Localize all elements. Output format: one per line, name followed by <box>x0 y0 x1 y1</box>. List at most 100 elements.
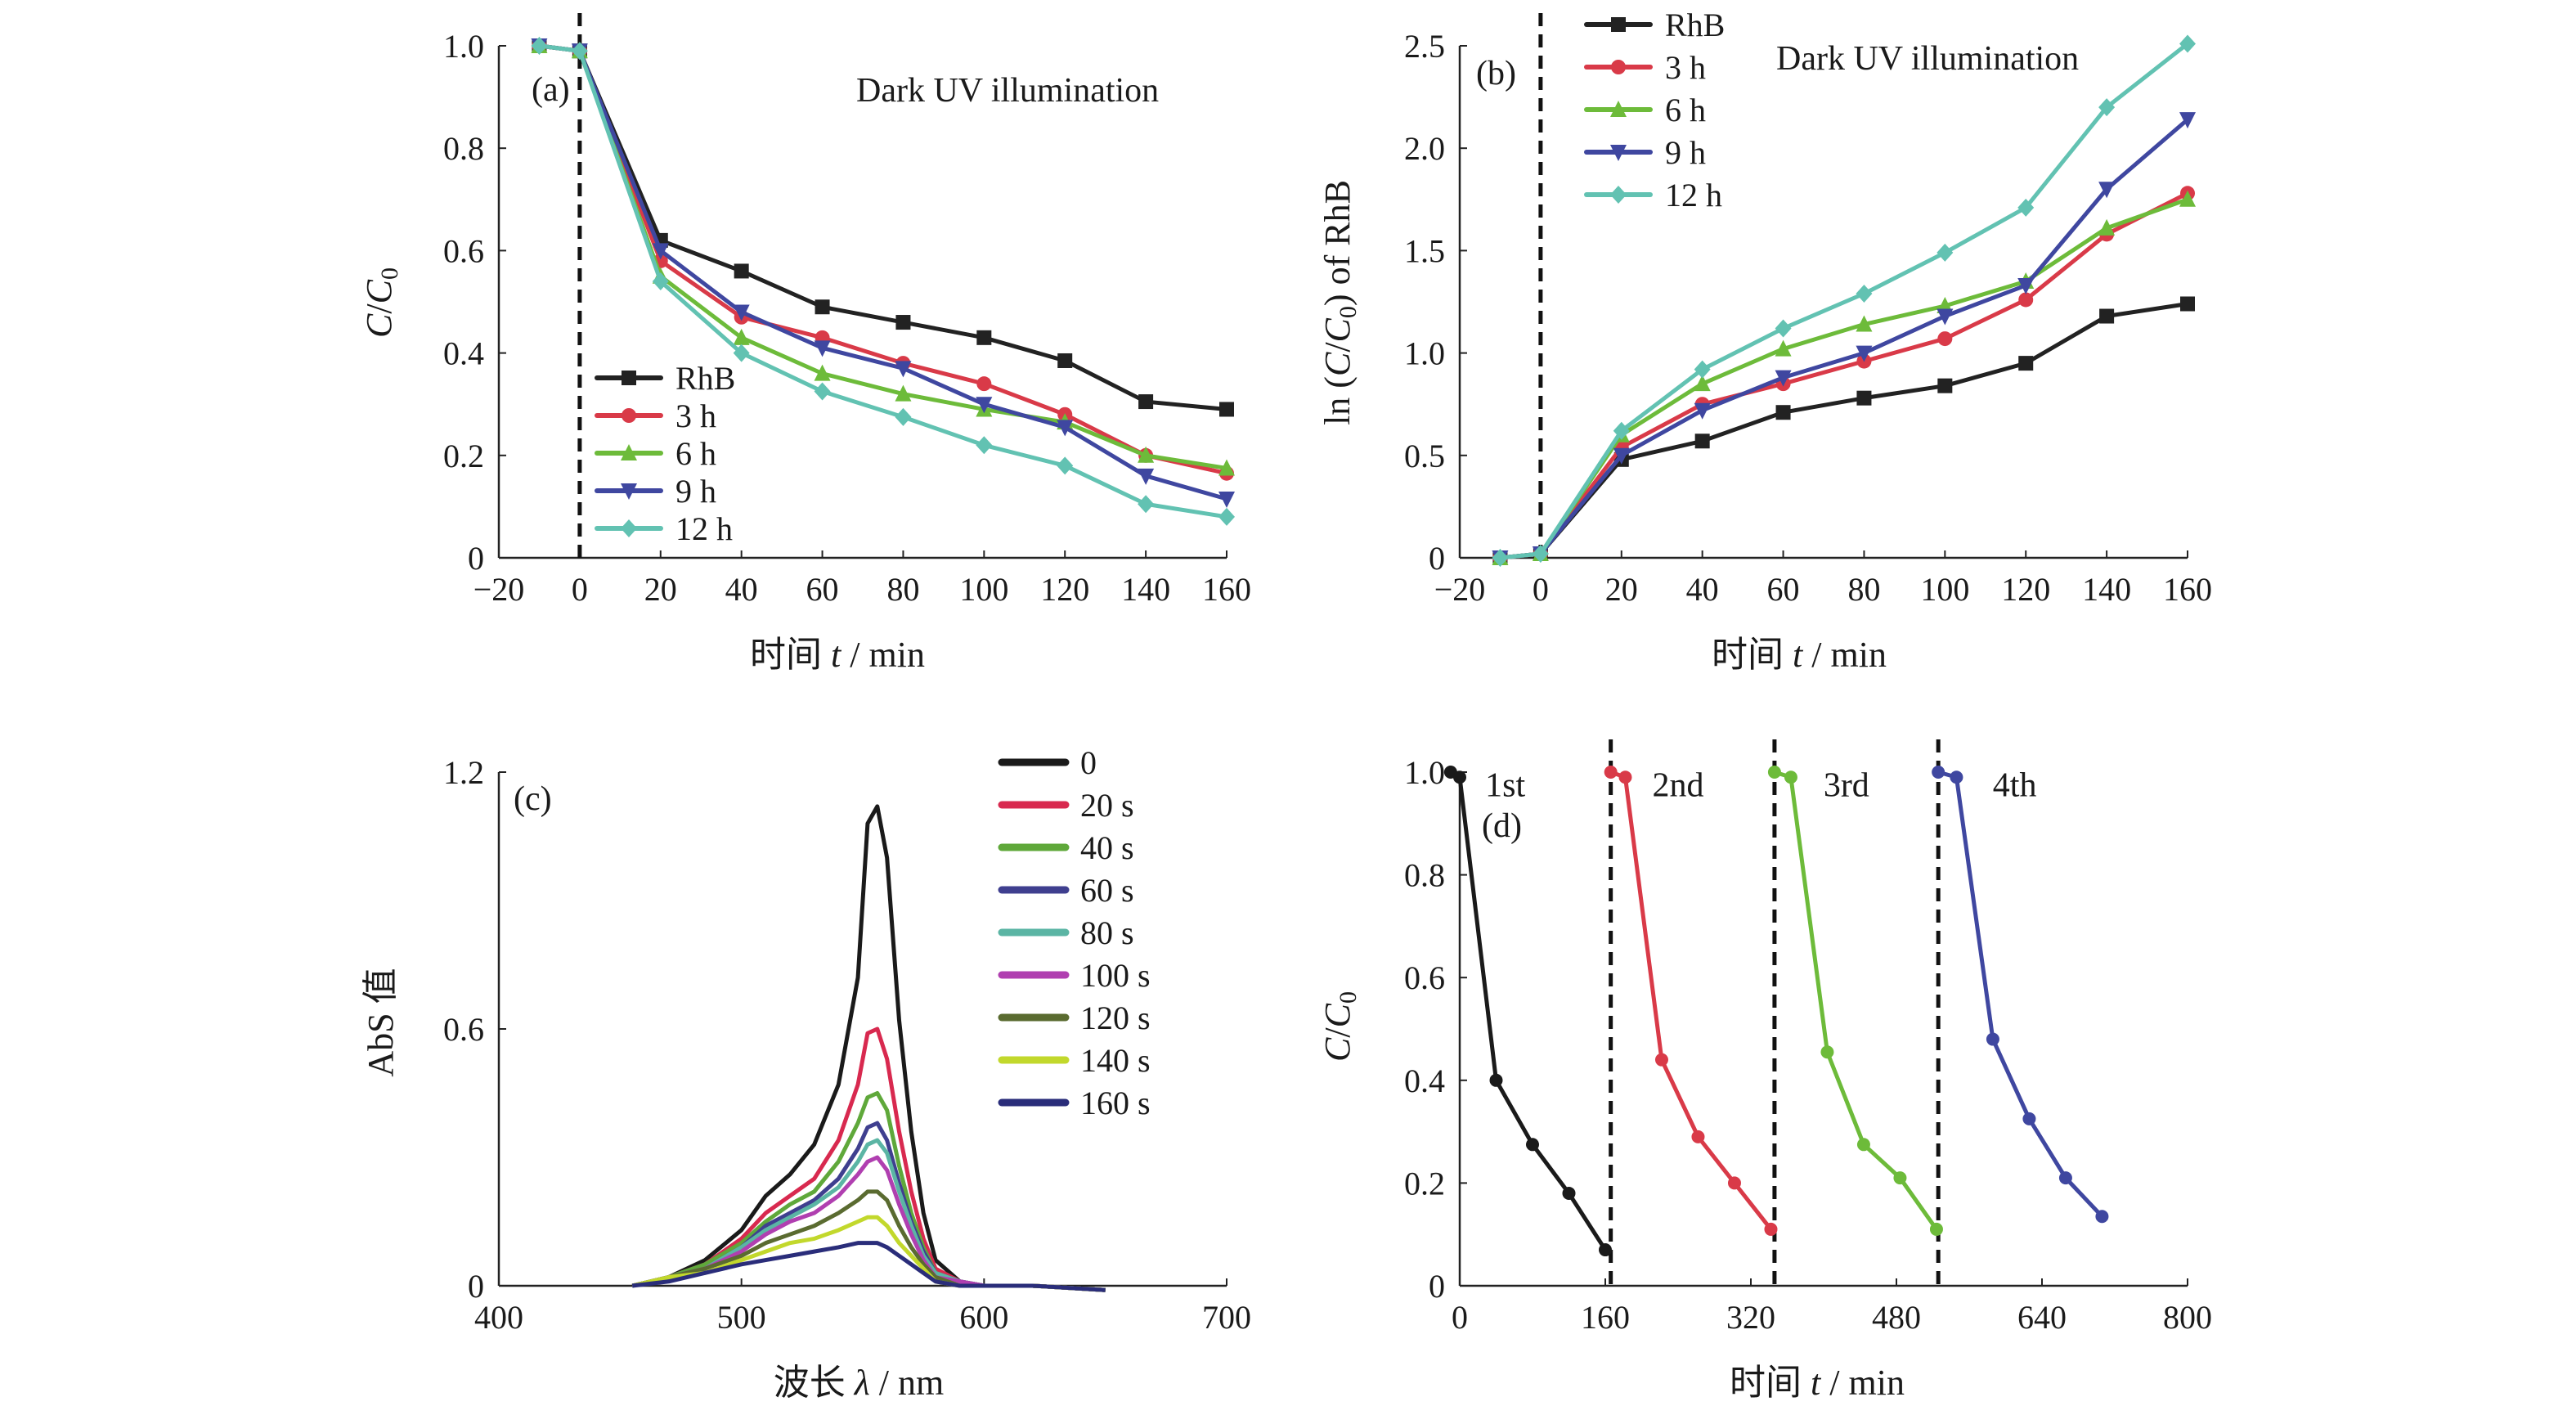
panel-b-series-9-h-line <box>1500 118 2189 560</box>
panel-a-x-tick-label: −20 <box>473 571 525 608</box>
panel-d-series-2nd-point <box>1691 1130 1705 1143</box>
panel-b-x-tick-label: 160 <box>2163 571 2212 608</box>
panel-a-legend-entry-6-h-marker <box>621 444 637 460</box>
panel-d-series-2nd-point <box>1764 1222 1778 1236</box>
panel-a-series-9-h-point <box>814 340 831 357</box>
panel-b-series-9-h-point <box>1694 402 1711 420</box>
panel-b-y-tick-label: 2.0 <box>1404 130 1445 167</box>
panel-b-y-tick-label: 0 <box>1429 540 1445 577</box>
panel-b-legend-entry-12-h-marker <box>1610 186 1627 204</box>
panel-a-series-9-h-point <box>652 243 669 260</box>
panel-c-legend-entry-140-s-label: 140 s <box>1080 1042 1151 1079</box>
panel-a-x-tick-label: 0 <box>572 571 588 608</box>
panel-b-series-rhb-point <box>1694 433 1710 449</box>
panel-a-annotation: Dark UV illumination <box>856 72 1159 110</box>
panel-a-series-6-h-point <box>895 384 912 402</box>
panel-b-series-9-h-point <box>1856 345 1873 362</box>
panel-d: 0 160 320 480 640 800 0 0.2 0.4 0.6 0.8 1.0 1st 2nd 3r… <box>1317 739 2212 1403</box>
panel-b-plot-area: −20 0 20 40 60 80 100 120 140 16000.51.01.52.02.5… <box>1404 7 2212 608</box>
panel-a-y-tick-label: 0.2 <box>443 438 484 474</box>
panel-a-legend-entry-3-h-label: 3 h <box>675 398 716 434</box>
panel-b-ylabel: ln (C/C0) of RhB <box>1317 180 1362 425</box>
panel-b-series-9-h-point <box>2098 182 2116 199</box>
panel-c-x-tick-label: 700 <box>1202 1299 1251 1336</box>
panel-a-series-12-h-point <box>1138 495 1155 514</box>
panel-a-series-12-h-point <box>1057 456 1074 475</box>
panel-a-y-tick-label: 0.8 <box>443 130 484 167</box>
panel-b-annotation: Dark UV illumination <box>1776 40 2079 78</box>
panel-a-series-12-h-point <box>733 344 750 362</box>
panel-d-series-2nd-point <box>1604 766 1618 779</box>
panel-c-legend-entry-60-s-label: 60 s <box>1080 872 1134 909</box>
panel-d-y-tick-label: 0.2 <box>1404 1165 1445 1202</box>
panel-b-series-9-h-point <box>1775 370 1792 387</box>
panel-c-legend-entry-160-s-label: 160 s <box>1080 1085 1151 1121</box>
panel-b-series-12-h-point <box>1532 544 1549 563</box>
panel-b-series-rhb-point <box>1937 378 1953 393</box>
panel-a-legend-entry-rhb-label: RhB <box>675 360 735 397</box>
panel-c-legend-entry-80-s-label: 80 s <box>1080 914 1134 951</box>
panel-c-legend-entry-100-s-label: 100 s <box>1080 957 1151 994</box>
panel-a-series-12-h-point <box>895 407 912 426</box>
panel-b-x-tick-label: 100 <box>1920 571 1969 608</box>
panel-a-series-rhb-point <box>1138 394 1154 410</box>
panel-a-x-tick-label: 100 <box>959 571 1008 608</box>
panel-b-x-tick-label: 140 <box>2082 571 2131 608</box>
panel-b-series-6-h-point <box>2179 190 2196 207</box>
panel-d-series-4th-point <box>1986 1032 1999 1046</box>
panel-c-series-160-s-line <box>631 1241 1106 1292</box>
panel-b-legend-entry-3-h-label: 3 h <box>1665 49 1706 86</box>
panel-b-x-tick-label: 0 <box>1533 571 1549 608</box>
panel-b-y-tick-label: 1.0 <box>1404 335 1445 372</box>
panel-a-y-tick-label: 1.0 <box>443 28 484 65</box>
panel-a-x-tick-label: 120 <box>1040 571 1089 608</box>
panel-b-x-tick-label: 40 <box>1686 571 1719 608</box>
panel-b-series-rhb-point <box>2180 296 2195 312</box>
panel-d-series-1st-point <box>1489 1073 1503 1087</box>
panel-d-series-3rd-point <box>1784 770 1797 784</box>
panel-a-label: (a) <box>532 71 570 109</box>
panel-a-series-12-h-point <box>814 382 831 401</box>
panel-d-series-4th-point <box>2058 1171 2072 1185</box>
panel-a-series-rhb-point <box>815 299 830 315</box>
panel-c-xlabel: 波长 λ / nm <box>774 1363 945 1403</box>
panel-a-series-12-h-point <box>652 272 669 290</box>
panel-c-x-tick-label: 400 <box>474 1299 523 1336</box>
panel-c-y-tick-label: 1.2 <box>443 754 484 791</box>
panel-b-legend: RhB 3 h 6 h 9 h 12 h <box>1584 7 1725 213</box>
panel-a-series-3-h-point <box>976 376 992 392</box>
panel-b-series-12-h-point <box>1613 421 1630 440</box>
panel-a-series-9-h-point <box>1138 468 1155 485</box>
panel-b-x-tick-label: −20 <box>1434 571 1486 608</box>
panel-b-series-9-h-point <box>2179 112 2196 129</box>
panel-a-series-12-h-line <box>539 43 1227 519</box>
panel-d-series-2nd-point <box>1618 770 1632 784</box>
panel-d-cycle-label: 4th <box>1993 767 2037 805</box>
panel-b-legend-entry-rhb-marker <box>1611 17 1626 32</box>
panel-a-series-rhb-point <box>734 263 749 279</box>
panel-b: −20 0 20 40 60 80 100 120 140 16000.51.01.52.02.5… <box>1317 7 2212 675</box>
panel-d-series-2nd-point <box>1654 1053 1668 1067</box>
panel-c: 400 500 600 700 0 0.6 1.2 0 20 s 40 s 60 s 80 s 100 … <box>361 744 1251 1403</box>
panel-d-series-3rd-point <box>1856 1138 1870 1152</box>
panel-c-y-tick-label: 0.6 <box>443 1011 484 1048</box>
panel-b-series-12-h-point <box>2017 198 2035 217</box>
panel-d-x-tick-label: 640 <box>2017 1299 2067 1336</box>
panel-a-series-12-h-point <box>976 436 993 455</box>
panel-b-series-12-h-point <box>1492 549 1509 567</box>
panel-a-legend-entry-3-h-marker <box>622 408 636 423</box>
panel-b-legend-entry-6-h-label: 6 h <box>1665 92 1706 128</box>
panel-b-series-12-h-point <box>1856 284 1873 303</box>
panel-a-series-9-h-point <box>1057 420 1074 437</box>
panel-a-legend-entry-9-h-label: 9 h <box>675 473 716 510</box>
panel-a-series-9-h-line <box>539 43 1227 501</box>
panel-b-series-9-h-point <box>2017 277 2035 294</box>
panel-b-legend-entry-rhb-label: RhB <box>1665 7 1725 43</box>
panel-a-ylabel: C/C0 <box>359 267 403 338</box>
panel-d-x-tick-label: 320 <box>1726 1299 1775 1336</box>
panel-b-series-6-h-point <box>1856 315 1873 332</box>
panel-b-x-tick-label: 120 <box>2001 571 2050 608</box>
panel-d-x-tick-label: 0 <box>1452 1299 1468 1336</box>
